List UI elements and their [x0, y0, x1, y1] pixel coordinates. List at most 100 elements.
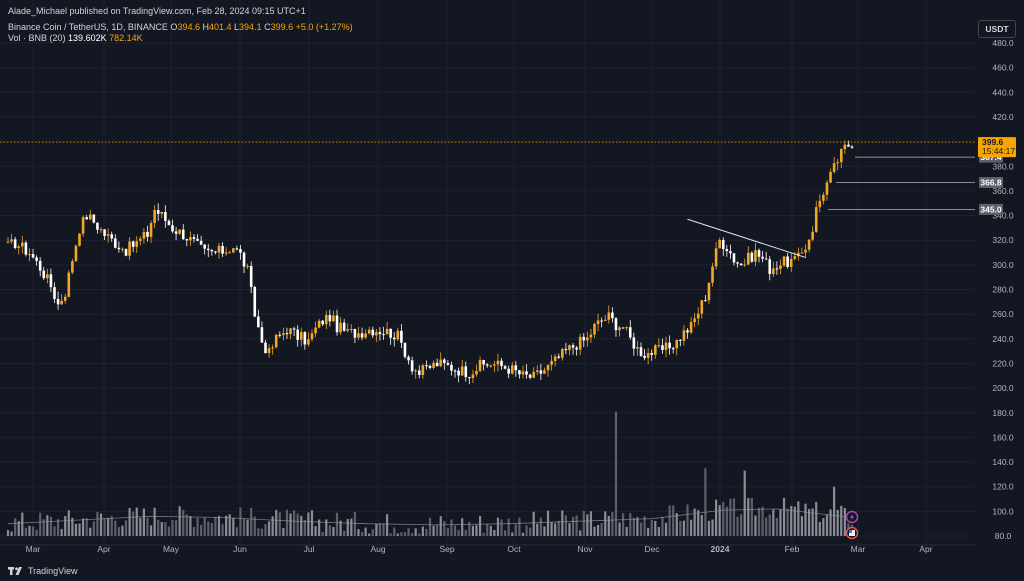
candle-body	[214, 251, 217, 253]
candle-body	[28, 254, 31, 256]
volume-bar	[482, 532, 485, 536]
volume-bar	[571, 517, 575, 536]
candle-body	[407, 356, 410, 361]
volume-bar	[114, 520, 117, 536]
volume-bar	[128, 508, 131, 536]
volume-bar	[353, 511, 356, 536]
candle-body	[614, 318, 618, 331]
candle-body	[700, 300, 704, 314]
volume-bar	[779, 509, 782, 536]
volume-bar	[579, 530, 582, 536]
candle-body	[199, 240, 203, 245]
time-tick-label: Feb	[785, 544, 800, 554]
candle-body	[24, 242, 28, 255]
time-axis[interactable]: Mar Apr May Jun Jul Aug Sep Oct Nov Dec 2024 Feb Mar…	[26, 544, 933, 554]
candle-body	[13, 239, 17, 248]
volume-label[interactable]: Vol · BNB (20)	[8, 33, 66, 43]
candle-body	[493, 364, 496, 366]
candle-body	[654, 345, 657, 355]
time-tick-label: Jul	[304, 544, 315, 554]
candle-body	[35, 257, 38, 261]
candle-body	[181, 229, 185, 240]
volume-bar	[411, 533, 414, 536]
volume-bar	[450, 519, 453, 536]
volume-bar	[174, 520, 178, 536]
event-flags[interactable]	[845, 510, 859, 540]
time-tick-label: Apr	[97, 544, 110, 554]
volume-bar	[750, 497, 753, 536]
price-tick-label: 100.0	[992, 506, 1014, 516]
volume-bar	[49, 516, 53, 536]
candle-body	[382, 334, 385, 336]
candle-body	[375, 332, 378, 336]
candle-body	[750, 252, 754, 262]
volume-bar	[307, 512, 310, 536]
volume-bar	[382, 523, 385, 536]
volume-bar	[722, 501, 725, 536]
volume-bar	[17, 521, 20, 536]
symbol-label[interactable]: Binance Coin / TetherUS, 1D, BINANCE	[8, 22, 168, 32]
candle-body	[618, 327, 621, 331]
candle-body	[721, 239, 725, 250]
candle-body	[428, 365, 432, 368]
candle-body	[206, 248, 210, 251]
currency-unit-button[interactable]: USDT	[978, 20, 1016, 38]
candle-body	[603, 319, 607, 321]
volume-bar	[139, 517, 142, 536]
volume-bar	[132, 511, 135, 536]
time-tick-label: Mar	[851, 544, 866, 554]
trendline[interactable]	[687, 218, 806, 258]
candle-body	[56, 298, 60, 305]
candle-body	[578, 336, 582, 350]
price-tick-label: 380.0	[992, 161, 1014, 171]
horizontal-levels[interactable]: 387.4 366.8 345.0	[0, 141, 1003, 215]
volume-bar	[586, 514, 589, 536]
candle-body	[496, 360, 500, 365]
candle-body	[639, 347, 643, 356]
time-tick-label: Aug	[370, 544, 385, 554]
candle-body	[324, 315, 328, 325]
candle-body	[274, 334, 278, 348]
volume-bar	[800, 516, 804, 536]
candle-body	[782, 256, 786, 266]
volume-bar	[42, 519, 45, 536]
candle-body	[139, 238, 142, 242]
candle-body	[589, 334, 593, 338]
volume-bar	[157, 519, 160, 536]
volume-bar	[761, 506, 764, 536]
candle-body	[278, 334, 282, 336]
candle-body	[353, 329, 357, 338]
candle-body	[249, 266, 253, 287]
volume-bar	[815, 501, 818, 536]
candle-body	[507, 368, 510, 374]
volume-bar	[293, 510, 296, 536]
candle-body	[357, 333, 360, 338]
candle-body	[392, 337, 396, 340]
lightning-glyph-icon	[850, 513, 854, 521]
price-tick-label: 320.0	[992, 235, 1014, 245]
volume-bar	[718, 505, 721, 536]
candle-body	[661, 345, 664, 350]
candle-body	[71, 261, 74, 273]
volume-bar	[822, 518, 825, 536]
candle-body	[303, 332, 307, 345]
volume-bar	[607, 515, 610, 536]
candle-body	[242, 252, 246, 267]
candle-body	[464, 366, 468, 378]
candle-body	[768, 259, 772, 275]
price-tick-label: 80.0	[995, 531, 1012, 541]
candle-body	[485, 364, 489, 366]
candle-body	[843, 144, 847, 150]
candle-body	[743, 264, 747, 266]
candle-body	[142, 231, 146, 239]
price-axis[interactable]: 480.0460.0440.0420.0400.0380.0360.0340.0…	[992, 38, 1014, 541]
volume-bar	[811, 508, 814, 536]
volume-bar	[232, 518, 235, 536]
candle-body	[621, 327, 625, 329]
volume-bar	[396, 533, 399, 536]
volume-bar	[461, 518, 464, 536]
candle-body	[189, 237, 192, 241]
candle-body	[443, 359, 446, 364]
volume-bar	[182, 509, 185, 536]
